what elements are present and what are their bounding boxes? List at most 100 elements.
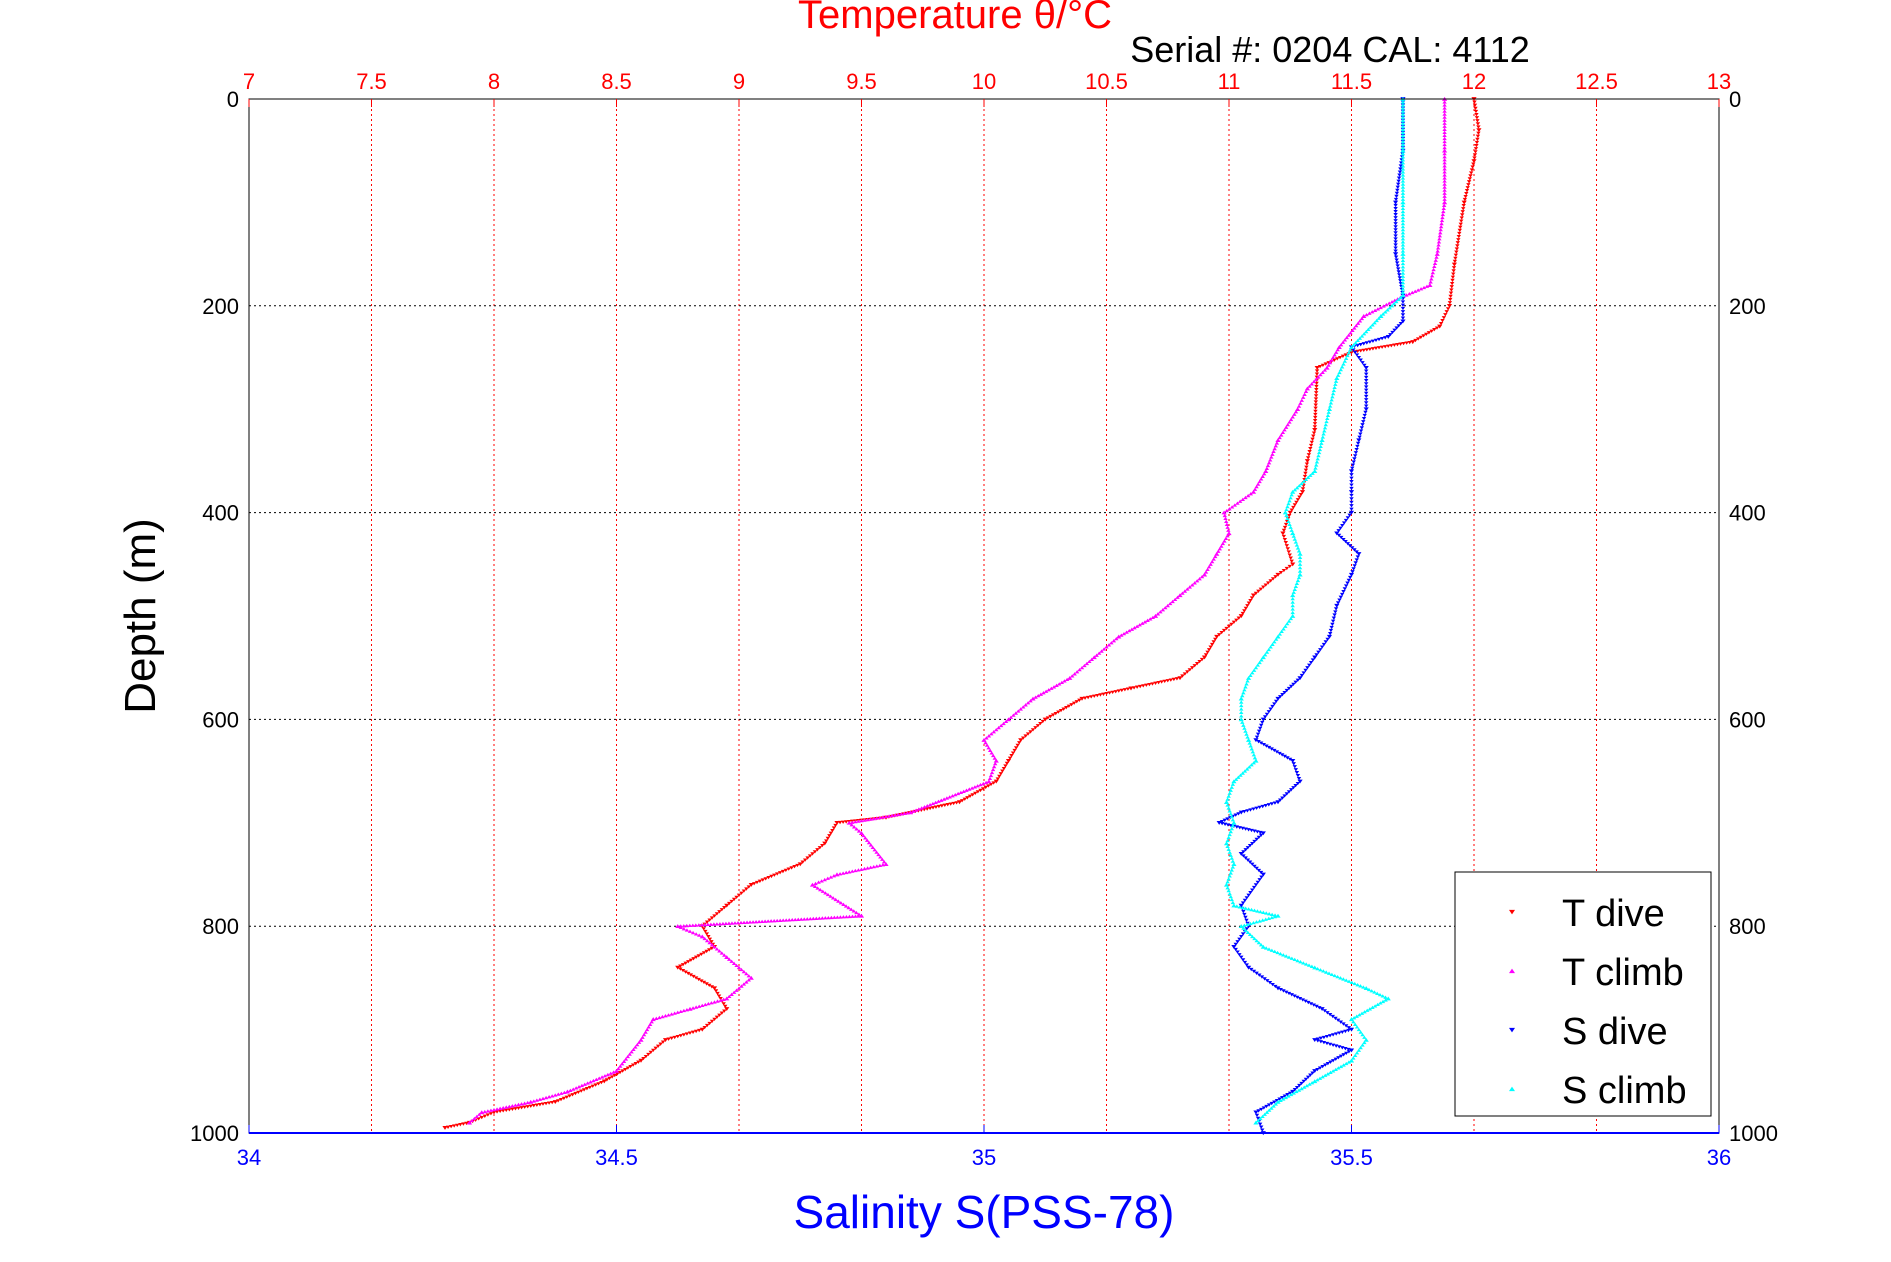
data-point bbox=[1226, 888, 1231, 893]
data-point bbox=[837, 872, 843, 876]
data-point bbox=[1407, 292, 1412, 296]
data-point bbox=[709, 985, 715, 989]
data-point bbox=[1404, 293, 1409, 297]
data-point bbox=[1311, 379, 1317, 384]
data-point bbox=[1253, 1110, 1259, 1115]
data-point bbox=[1338, 526, 1343, 530]
data-point bbox=[1253, 1120, 1259, 1125]
data-point bbox=[1256, 589, 1261, 593]
data-point bbox=[662, 1038, 669, 1043]
data-point bbox=[1287, 1091, 1293, 1095]
data-point bbox=[1180, 674, 1185, 678]
data-point bbox=[786, 867, 791, 871]
data-point bbox=[1349, 476, 1354, 480]
data-point bbox=[1304, 465, 1309, 469]
data-point bbox=[986, 784, 991, 788]
data-point bbox=[602, 1074, 608, 1078]
data-point bbox=[707, 948, 712, 952]
data-point bbox=[658, 1042, 663, 1046]
data-point bbox=[1305, 475, 1311, 479]
data-point bbox=[675, 1034, 680, 1039]
legend-marker bbox=[1509, 909, 1515, 915]
data-point bbox=[1400, 179, 1406, 183]
data-point bbox=[1236, 775, 1241, 779]
data-point bbox=[1342, 359, 1348, 363]
data-point bbox=[1272, 702, 1277, 706]
data-point bbox=[1278, 798, 1283, 802]
data-point bbox=[1475, 134, 1481, 138]
data-point bbox=[1303, 962, 1309, 966]
data-point bbox=[1254, 735, 1260, 739]
data-point bbox=[1362, 1035, 1367, 1039]
data-point bbox=[1318, 372, 1323, 377]
data-point bbox=[835, 915, 840, 919]
data-point bbox=[1236, 616, 1241, 620]
data-point bbox=[1226, 877, 1231, 881]
data-point bbox=[1350, 466, 1355, 470]
data-point bbox=[754, 880, 760, 885]
data-point bbox=[611, 1070, 616, 1074]
data-point bbox=[744, 972, 749, 976]
data-point bbox=[1227, 791, 1232, 795]
data-point bbox=[701, 980, 707, 985]
data-point bbox=[1273, 984, 1278, 989]
data-point bbox=[1363, 986, 1369, 991]
data-point bbox=[678, 1034, 684, 1038]
data-point bbox=[727, 901, 732, 906]
data-point bbox=[1330, 1043, 1336, 1047]
data-point bbox=[1415, 288, 1421, 292]
data-point bbox=[716, 994, 722, 998]
data-point bbox=[874, 864, 880, 868]
data-point bbox=[1393, 197, 1399, 202]
data-point bbox=[913, 808, 919, 812]
data-point bbox=[1296, 404, 1302, 408]
data-point bbox=[1253, 591, 1259, 596]
data-point bbox=[1325, 1062, 1331, 1066]
data-point bbox=[1066, 704, 1072, 708]
data-point bbox=[1398, 279, 1403, 283]
data-point bbox=[1231, 903, 1237, 908]
data-point bbox=[724, 955, 730, 960]
data-point bbox=[1258, 1116, 1263, 1121]
data-point bbox=[1400, 249, 1406, 253]
data-point bbox=[1364, 379, 1369, 383]
data-point bbox=[1308, 446, 1313, 451]
data-point bbox=[1313, 403, 1318, 407]
data-point bbox=[1400, 121, 1406, 125]
data-point bbox=[1354, 1025, 1360, 1029]
data-point bbox=[1209, 559, 1215, 564]
data-point bbox=[734, 963, 739, 968]
data-point bbox=[571, 1087, 576, 1091]
data-point bbox=[1239, 935, 1244, 939]
data-point bbox=[800, 860, 805, 864]
data-point bbox=[1244, 767, 1250, 771]
data-point bbox=[1290, 603, 1295, 608]
data-point bbox=[1223, 800, 1230, 804]
data-point bbox=[1400, 130, 1406, 134]
data-point bbox=[729, 921, 735, 925]
data-point bbox=[1257, 726, 1263, 731]
data-point bbox=[1282, 690, 1287, 695]
data-point bbox=[1180, 591, 1185, 595]
data-point bbox=[1297, 1083, 1302, 1088]
data-point bbox=[822, 877, 827, 882]
data-point bbox=[1282, 794, 1287, 798]
data-point bbox=[713, 989, 719, 993]
data-point bbox=[1400, 215, 1406, 220]
data-point bbox=[1400, 100, 1406, 104]
data-point bbox=[1299, 1081, 1304, 1086]
data-point bbox=[1222, 539, 1227, 543]
data-point bbox=[1338, 367, 1344, 372]
data-point bbox=[1254, 938, 1259, 943]
data-point bbox=[899, 812, 904, 816]
data-point bbox=[1398, 164, 1403, 168]
data-point bbox=[1385, 335, 1391, 339]
data-point bbox=[1158, 610, 1163, 614]
data-point bbox=[1221, 510, 1227, 515]
data-point bbox=[1280, 753, 1285, 757]
data-point bbox=[1398, 321, 1404, 326]
data-point bbox=[927, 802, 933, 807]
legend-label: T climb bbox=[1562, 952, 1684, 994]
data-point bbox=[1341, 1063, 1346, 1067]
